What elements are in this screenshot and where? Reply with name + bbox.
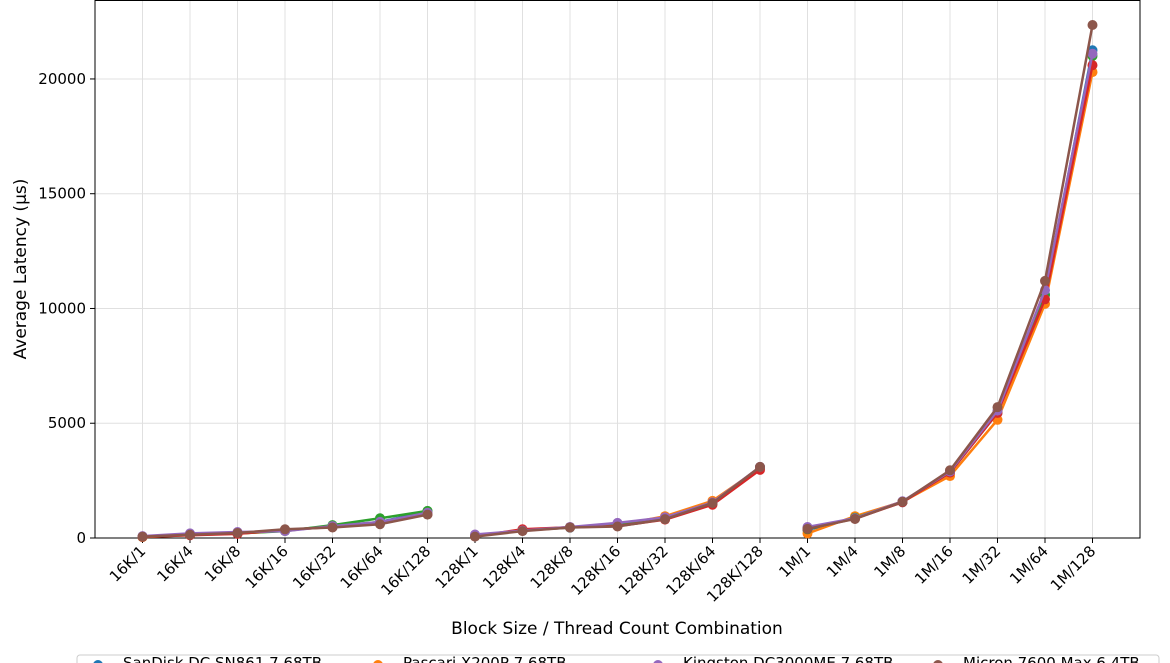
y-tick-label: 0 bbox=[76, 529, 86, 547]
y-tick-label: 5000 bbox=[48, 414, 86, 432]
x-tick-label: 1M/4 bbox=[823, 542, 862, 581]
legend-label: SanDisk DC SN861 7.68TB bbox=[123, 654, 322, 663]
x-tick-label: 128K/32 bbox=[615, 542, 672, 599]
point bbox=[422, 509, 433, 520]
x-tick-label: 1M/16 bbox=[911, 542, 957, 588]
point bbox=[137, 531, 148, 542]
y-axis-label: Average Latency (µs) bbox=[11, 179, 31, 360]
x-tick-label: 16K/4 bbox=[153, 542, 197, 586]
point bbox=[280, 524, 290, 535]
point bbox=[707, 498, 718, 509]
x-tick-label: 128K/1 bbox=[432, 542, 482, 592]
x-tick-label: 128K/16 bbox=[567, 542, 624, 599]
legend-label: Kingston DC3000ME 7.68TB bbox=[683, 654, 893, 663]
point bbox=[470, 531, 480, 542]
x-tick-label: 16K/32 bbox=[289, 542, 339, 592]
point bbox=[1087, 20, 1098, 31]
legend-marker bbox=[373, 660, 383, 663]
x-tick-label: 16K/128 bbox=[377, 542, 434, 599]
x-tick-label: 1M/1 bbox=[775, 542, 814, 581]
x-tick-label: 16K/1 bbox=[106, 542, 150, 586]
x-tick-label: 1M/8 bbox=[870, 542, 909, 581]
legend-marker bbox=[653, 660, 663, 663]
point bbox=[375, 519, 385, 530]
y-tick-label: 15000 bbox=[38, 185, 86, 203]
point bbox=[802, 523, 813, 534]
point bbox=[185, 529, 195, 540]
point bbox=[327, 522, 338, 533]
y-tick-label: 20000 bbox=[38, 70, 86, 88]
point bbox=[517, 526, 528, 537]
point bbox=[945, 465, 955, 476]
point bbox=[850, 513, 860, 524]
point bbox=[897, 496, 908, 507]
x-tick-label: 16K/8 bbox=[201, 542, 245, 586]
x-axis-label: Block Size / Thread Count Combination bbox=[451, 619, 783, 639]
legend-marker bbox=[93, 660, 103, 663]
y-tick-label: 10000 bbox=[38, 299, 86, 317]
x-tick-label: 1M/64 bbox=[1006, 542, 1052, 588]
point bbox=[660, 514, 670, 525]
legend-label: Pascari X200P 7.68TB bbox=[403, 654, 567, 663]
point bbox=[612, 521, 623, 532]
x-tick-label: 16K/16 bbox=[242, 542, 292, 592]
point bbox=[755, 461, 765, 472]
legend-label: Micron 7600 Max 6.4TB bbox=[963, 654, 1140, 663]
legend-marker bbox=[933, 660, 943, 663]
point bbox=[565, 522, 575, 533]
x-tick-label: 1M/32 bbox=[959, 542, 1005, 588]
legend-box bbox=[76, 654, 1160, 663]
x-tick-label: 128K/4 bbox=[479, 542, 529, 592]
point bbox=[232, 527, 243, 538]
point bbox=[1040, 275, 1050, 286]
x-tick-label: 1M/128 bbox=[1047, 542, 1099, 594]
point bbox=[992, 402, 1003, 413]
point bbox=[1087, 48, 1098, 59]
